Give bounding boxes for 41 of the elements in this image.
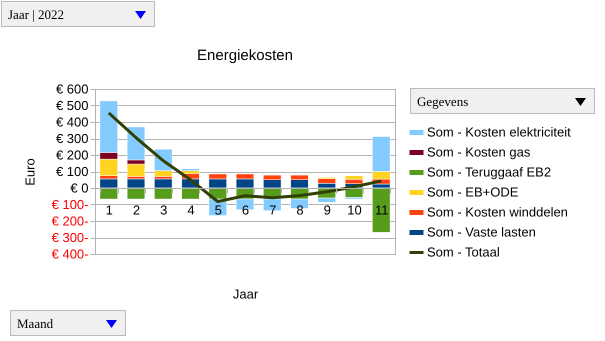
- chart-title: Energiekosten: [197, 47, 293, 64]
- dropdown: Gegevens: [410, 88, 595, 114]
- x-tick-label: 2: [132, 202, 140, 218]
- legend-label: Som - Vaste lasten: [427, 224, 536, 240]
- y-tick-label: € 400: [56, 114, 88, 130]
- legend-label: Som - Totaal: [427, 244, 500, 260]
- y-tick-label: € 300-: [52, 230, 88, 245]
- bar: [318, 178, 336, 184]
- x-tick-label: 5: [214, 202, 222, 218]
- y-tick-label: € 0: [70, 180, 88, 196]
- dropdown: Maand: [10, 310, 126, 336]
- x-tick-label: 9: [324, 202, 331, 218]
- x-tick-label: 7: [269, 202, 276, 218]
- x-tick-label: 11: [374, 202, 388, 218]
- legend-label: Som - Kosten winddelen: [427, 204, 568, 220]
- x-axis-title: Jaar: [232, 286, 259, 302]
- bar: [344, 179, 364, 184]
- bar: [126, 164, 146, 177]
- legend-label: Som - Kosten elektriciteit: [427, 124, 572, 140]
- y-tick-label: € 500: [56, 98, 88, 113]
- legend-label: Som - Kosten gas: [427, 144, 531, 160]
- x-tick-label: 8: [296, 202, 304, 218]
- bar: [344, 176, 364, 180]
- bar: [372, 188, 390, 233]
- y-tick-label: € 400-: [52, 246, 88, 262]
- y-axis-title: Euro: [22, 158, 38, 186]
- x-tick-label: 6: [242, 202, 250, 218]
- y-tick-label: € 200-: [52, 214, 88, 228]
- y-tick-label: € 100: [56, 164, 88, 179]
- line-series: [107, 111, 383, 204]
- legend-label: Som - EB+ODE: [427, 184, 519, 200]
- x-tick-label: 1: [106, 202, 113, 218]
- dropdown: Jaar | 2022: [1, 1, 155, 27]
- legend-label: Som - Teruggaaf EB2: [427, 164, 552, 180]
- x-tick-label: 3: [160, 202, 168, 218]
- y-tick-label: € 100-: [52, 197, 88, 212]
- y-tick-label: € 600: [56, 82, 88, 96]
- y-tick-label: € 200: [56, 148, 88, 162]
- x-tick-label: 10: [347, 202, 362, 218]
- x-tick-label: 4: [187, 202, 195, 218]
- y-tick-label: € 300: [56, 131, 88, 146]
